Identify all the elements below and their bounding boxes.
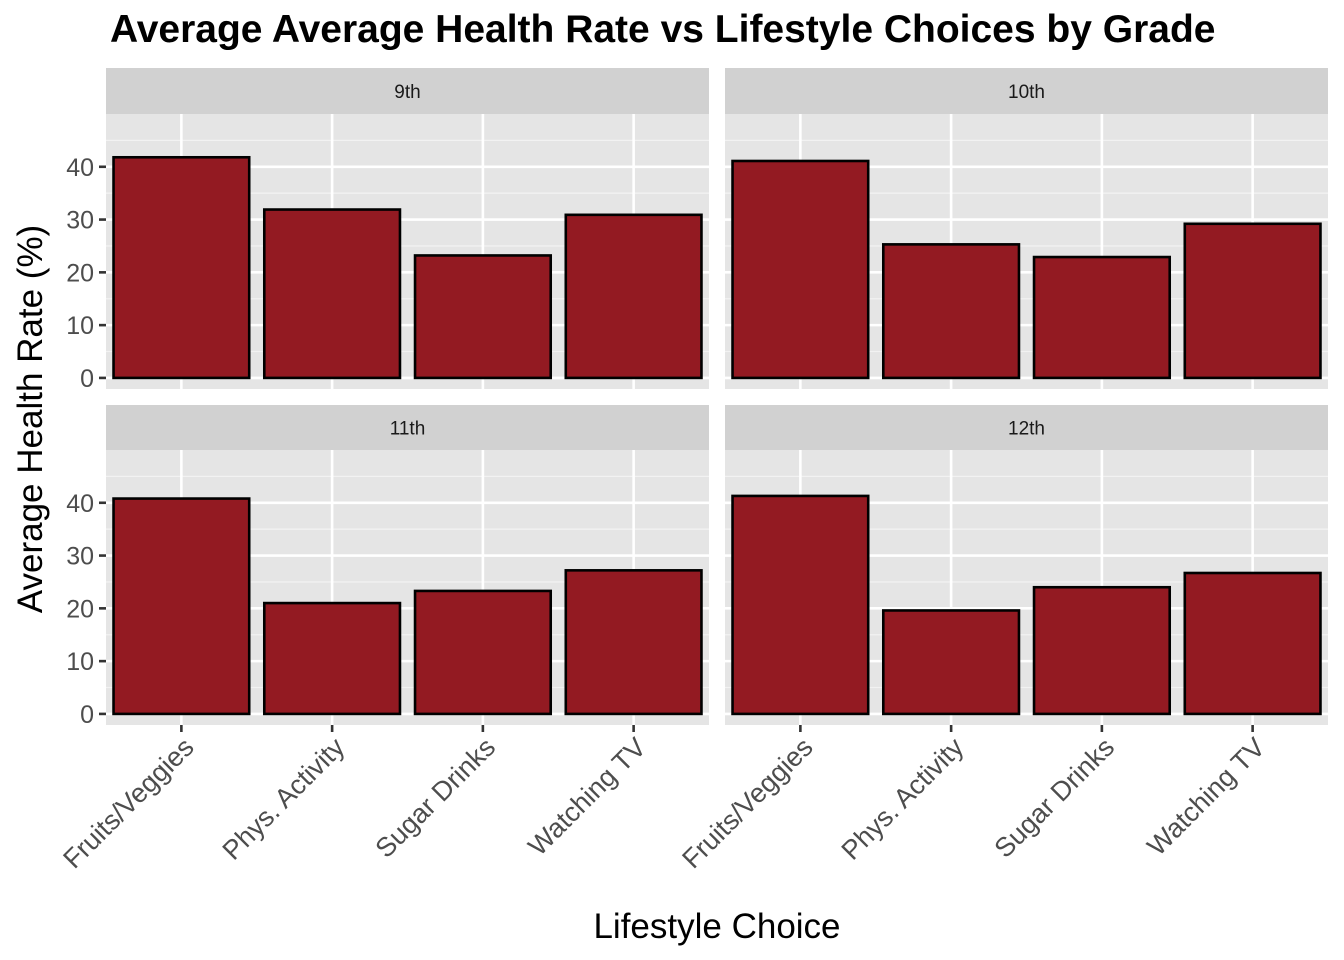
facet-strip: [725, 68, 1328, 114]
x-tick-label: Phys. Activity: [836, 732, 970, 866]
bar-10th-fruits-veggies: [731, 159, 870, 380]
bar-11th-sugar-drinks: [413, 589, 553, 716]
y-tick-label: 20: [66, 259, 94, 287]
bar-12th-sugar-drinks: [1032, 585, 1172, 716]
facet-strip-label: 11th: [390, 419, 426, 440]
facet-panel-10th: 10th: [725, 68, 1328, 389]
bar-11th-phys-activity: [262, 601, 402, 716]
facet-strip: [106, 68, 709, 114]
x-tick-label: Fruits/Veggies: [57, 732, 199, 874]
bar-12th-watching-tv: [1183, 571, 1322, 716]
y-tick-label: 20: [66, 595, 94, 623]
bar-11th-watching-tv: [564, 569, 703, 716]
facet-strip-label: 12th: [1008, 419, 1045, 440]
facet-strip: [725, 405, 1328, 450]
bar-12th-fruits-veggies: [731, 494, 870, 716]
facet-panel-11th: 11th 0 10 20 30 40 Fruits/Veggies Phys. Activit…: [57, 405, 709, 874]
y-tick-label: 0: [80, 701, 94, 729]
bar-9th-sugar-drinks: [413, 254, 553, 380]
y-axis-title: Average Health Rate (%): [11, 225, 50, 613]
bar-10th-watching-tv: [1183, 222, 1322, 380]
facet-strip-label: 9th: [394, 82, 420, 103]
x-tick-label: Sugar Drinks: [989, 732, 1121, 864]
y-tick-label: 0: [80, 365, 94, 393]
x-tick-label: Sugar Drinks: [370, 732, 502, 864]
x-axis-title: Lifestyle Choice: [593, 907, 840, 946]
facet-panel-12th: 12th Fruits/Veggies Phys. Activity Sugar Dr…: [676, 405, 1328, 874]
bar-10th-sugar-drinks: [1032, 255, 1172, 380]
bar-9th-watching-tv: [564, 213, 703, 380]
y-tick-label: 40: [66, 490, 94, 518]
facet-strip: [106, 405, 709, 450]
y-tick-label: 30: [66, 207, 94, 235]
x-tick-label: Watching TV: [522, 732, 651, 861]
y-tick-label: 10: [66, 312, 94, 340]
x-tick-label: Fruits/Veggies: [676, 732, 818, 874]
bar-9th-phys-activity: [262, 208, 402, 380]
chart-title: Average Average Health Rate vs Lifestyle…: [110, 8, 1216, 51]
bar-9th-fruits-veggies: [112, 155, 251, 380]
x-tick-label: Phys. Activity: [217, 732, 351, 866]
y-tick-label: 30: [66, 543, 94, 571]
bar-11th-fruits-veggies: [112, 497, 251, 716]
facet-panel-9th: 9th 0 10 20 30 40: [66, 68, 709, 393]
x-tick-label: Watching TV: [1141, 732, 1270, 861]
bar-12th-phys-activity: [881, 609, 1021, 716]
y-tick-label: 10: [66, 648, 94, 676]
facet-strip-label: 10th: [1008, 82, 1045, 103]
bar-10th-phys-activity: [881, 243, 1021, 380]
y-tick-label: 40: [66, 154, 94, 182]
